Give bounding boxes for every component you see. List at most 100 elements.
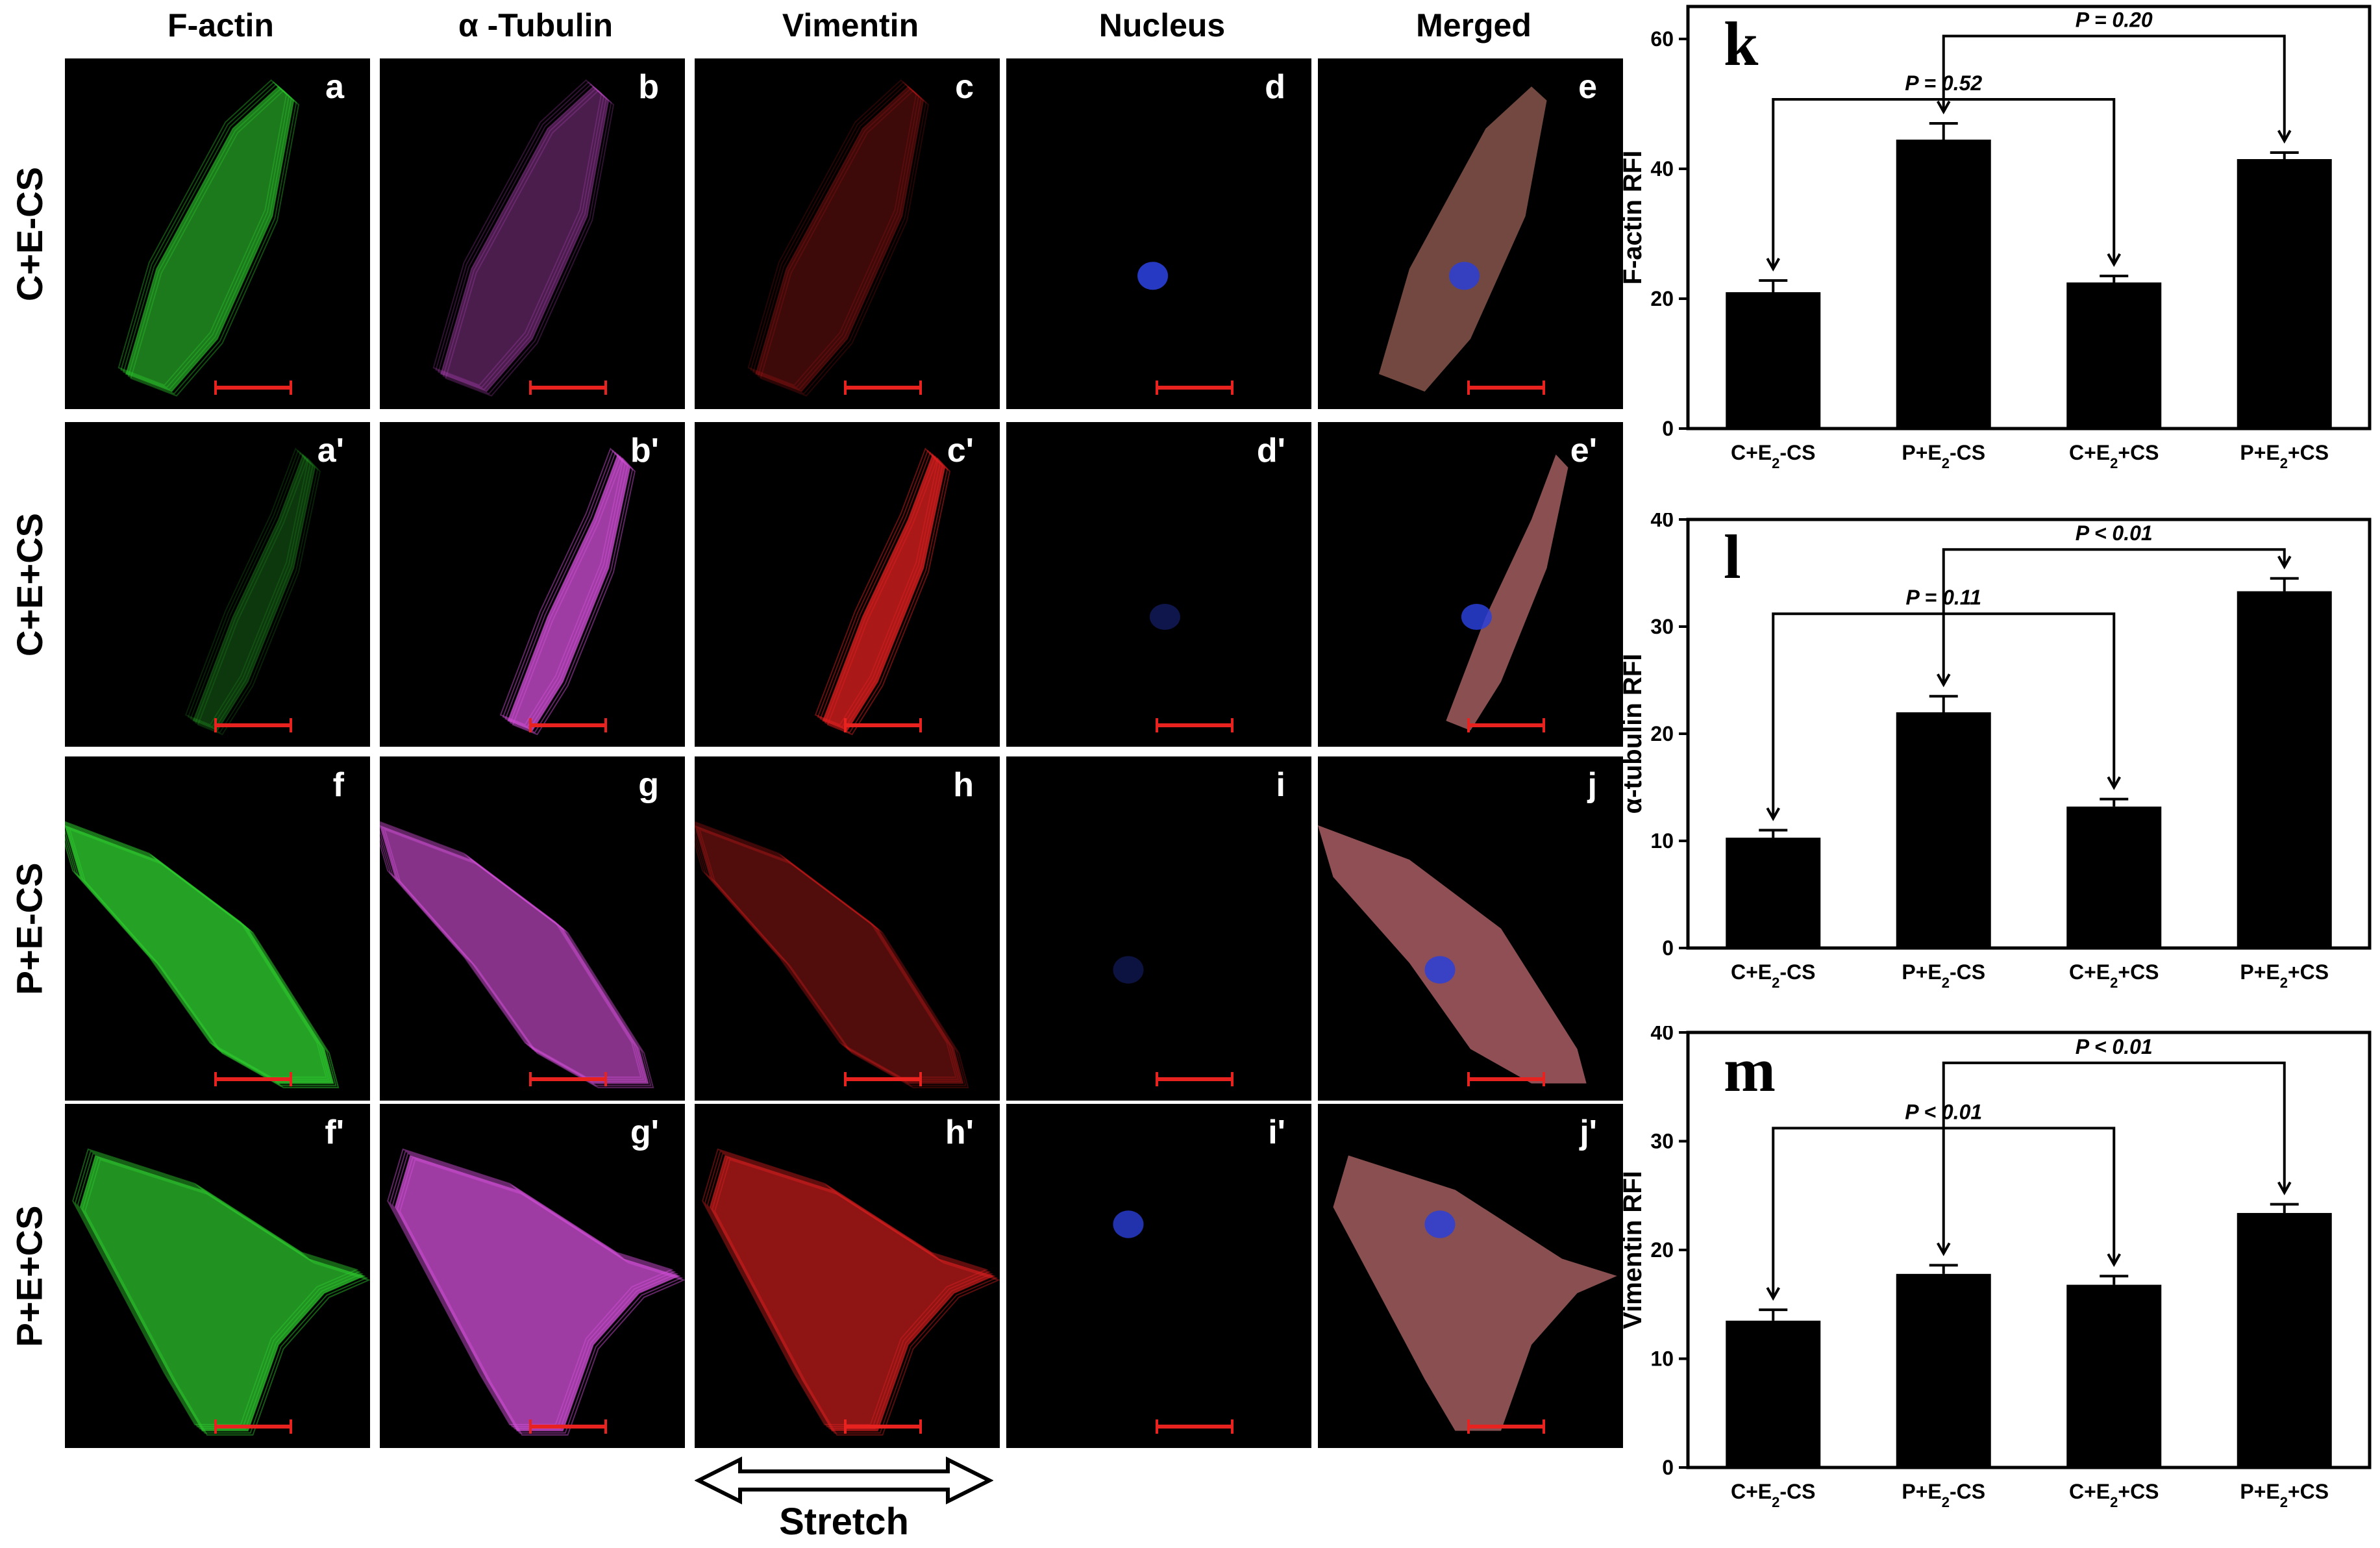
cell-image [747, 79, 930, 397]
scale-bar [214, 381, 292, 395]
y-tick-label: 60 [1650, 27, 1674, 51]
x-tick-label: P+E2-CS [1902, 1480, 1985, 1510]
panel-label: f' [325, 1114, 344, 1151]
scale-bar [1156, 1419, 1233, 1434]
column-header-f-actin: F-actin [167, 7, 274, 44]
chart-k-f-actin: 0 20 40 60 F-actin RFI k C+E2-CS P+E2-CS C+E2+CS… [1618, 5, 2372, 471]
plot-frame [1686, 5, 2372, 431]
y-tick-label: 20 [1650, 722, 1674, 745]
x-tick-label: C+E2+CS [2069, 1480, 2159, 1510]
panel-label: i [1276, 766, 1285, 804]
p-value-label: P = 0.20 [2076, 8, 2153, 32]
scale-bar [1156, 381, 1233, 395]
column-header-vimentin: Vimentin [782, 7, 919, 44]
scale-bar [214, 1072, 292, 1086]
panel-label: i' [1268, 1114, 1285, 1151]
bar [1726, 292, 1821, 429]
micrograph-panel-merged: j' [1318, 1104, 1623, 1448]
panel-label: h' [945, 1114, 974, 1151]
micrograph-panel-tubulin: b [380, 58, 685, 409]
cell-image [432, 79, 615, 397]
x-tick-label: P+E2+CS [2240, 441, 2329, 471]
micrograph-panel-nucleus: i [1006, 756, 1311, 1101]
micrograph-panel-merged: e' [1318, 422, 1623, 747]
micrograph-panel-f-actin: f [65, 756, 370, 1101]
y-tick-label: 30 [1650, 615, 1674, 638]
x-tick-label: P+E2+CS [2240, 960, 2329, 991]
scale-bar [214, 1419, 292, 1434]
stretch-label: Stretch [779, 1501, 909, 1543]
micrograph-panel-vimentin: c [695, 58, 1000, 409]
bar [1896, 1273, 1991, 1467]
significance-bracket: P < 0.01 [1937, 1035, 2292, 1256]
cell-image [1446, 455, 1568, 730]
micrograph-panel-f-actin: a [65, 58, 370, 409]
y-tick-label: 0 [1662, 1456, 1674, 1479]
bar [2066, 806, 2162, 948]
cell-image [380, 821, 654, 1088]
y-tick-label: 30 [1650, 1130, 1674, 1153]
cell-image [1113, 1210, 1144, 1238]
cell-image [1137, 262, 1169, 290]
cell-image [1149, 604, 1180, 630]
p-value-label: P = 0.52 [1905, 71, 1982, 95]
cell-image [118, 79, 300, 397]
cell-image [702, 1148, 1000, 1436]
scale-bar [1467, 381, 1545, 395]
row-header-p-e-minus-cs: P+E-CS [8, 862, 50, 995]
cell-image [184, 447, 321, 736]
micrograph-panel-merged: e [1318, 58, 1623, 409]
panel-letter: l [1724, 522, 1741, 592]
significance-bracket: P = 0.20 [1937, 8, 2292, 144]
panel-label: d [1265, 68, 1285, 106]
panel-label: c' [947, 432, 974, 469]
panel-label: d' [1256, 432, 1285, 469]
cell-image [1113, 956, 1144, 984]
significance-bracket: P = 0.52 [1766, 71, 2121, 272]
cell-image [1318, 825, 1587, 1084]
panel-label: h [953, 766, 974, 804]
column-header-merged: Merged [1416, 7, 1531, 44]
scale-bar [844, 1072, 922, 1086]
panel-label: a' [317, 432, 344, 469]
bar [2237, 1213, 2332, 1467]
micrograph-panel-tubulin: g' [380, 1104, 685, 1448]
micrograph-panel-nucleus: d' [1006, 422, 1311, 747]
panel-letter: k [1724, 9, 1759, 79]
scale-bar [529, 1419, 607, 1434]
x-tick-label: P+E2-CS [1902, 441, 1985, 471]
p-value-label: P = 0.11 [1905, 586, 1981, 609]
p-value-label: P < 0.01 [1905, 1100, 1982, 1123]
cell-image [814, 447, 950, 736]
column-header-nucleus: Nucleus [1098, 7, 1226, 44]
scale-bar [844, 381, 922, 395]
cell-image [695, 821, 969, 1088]
panel-label: c [955, 68, 974, 106]
micrograph-panel-tubulin: b' [380, 422, 685, 747]
scale-bar [1467, 1072, 1545, 1086]
micrograph-panel-nucleus: i' [1006, 1104, 1311, 1448]
scale-bar [1467, 718, 1545, 732]
y-axis-label: F-actin RFI [1618, 151, 1647, 285]
scale-bar [529, 381, 607, 395]
y-axis-label: Vimentin RFI [1618, 1171, 1647, 1329]
panel-label: f [332, 766, 344, 804]
x-tick-label: C+E2+CS [2069, 441, 2159, 471]
panel-label: e [1578, 68, 1597, 106]
cell-image [65, 821, 340, 1088]
bar [1896, 140, 1991, 429]
panel-label: g [638, 766, 659, 804]
bar [2066, 1284, 2162, 1467]
stretch-double-arrow [695, 1456, 993, 1504]
p-value-label: P < 0.01 [2076, 1035, 2153, 1058]
x-tick-label: C+E2-CS [1731, 441, 1816, 471]
bar [1726, 838, 1821, 948]
scale-bar [844, 1419, 922, 1434]
x-tick-label: C+E2-CS [1731, 960, 1816, 991]
micrograph-panel-vimentin: c' [695, 422, 1000, 747]
bar [2066, 282, 2162, 429]
scale-bar [529, 718, 607, 732]
y-tick-label: 0 [1662, 936, 1674, 960]
scale-bar [844, 718, 922, 732]
cell-image [1379, 86, 1547, 392]
